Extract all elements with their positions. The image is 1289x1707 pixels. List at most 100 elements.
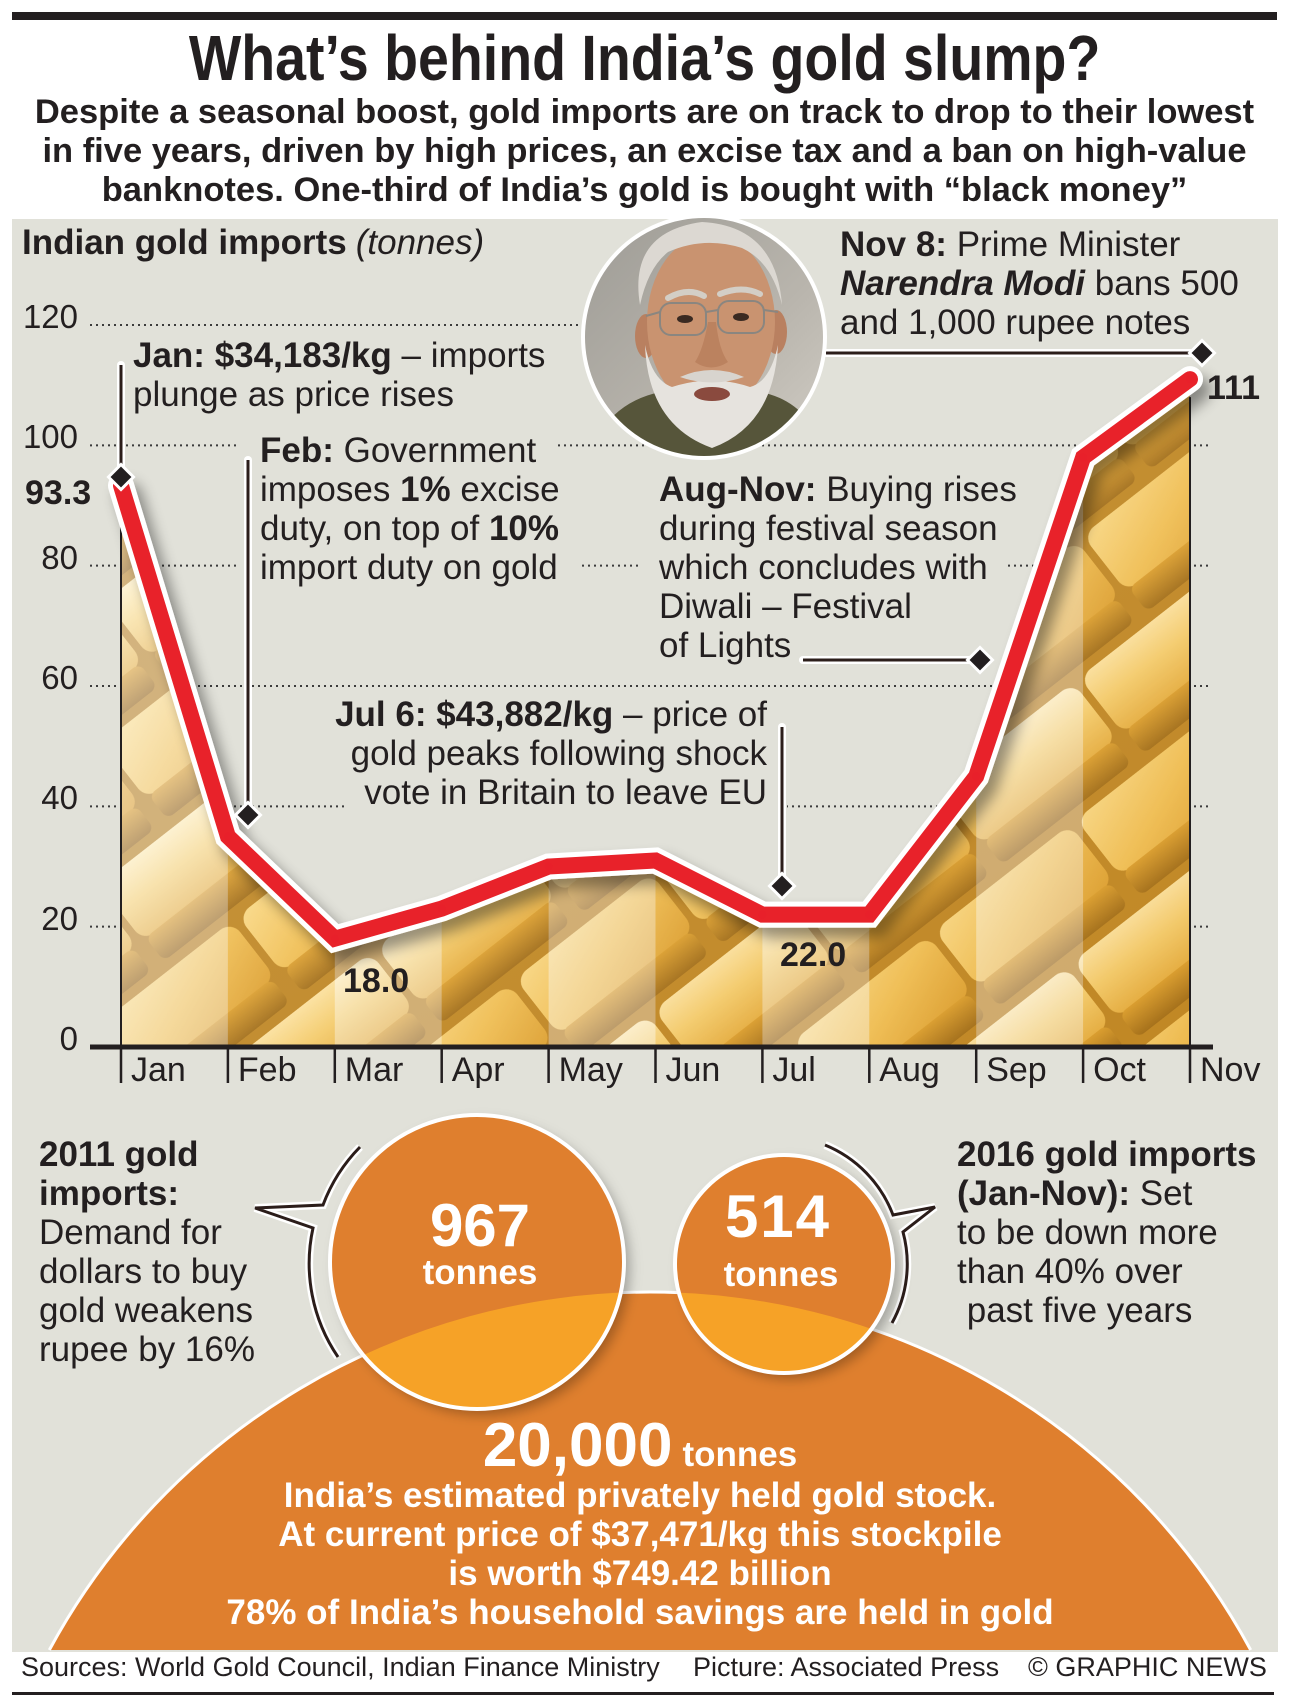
marker-jan (106, 462, 136, 492)
portrait-eyebrow-right (717, 286, 763, 297)
annotation-jan-text-2: plunge as price rises (113, 375, 474, 414)
portrait-eye-left (677, 315, 693, 323)
y-tick-label-120: 120 (22, 298, 78, 335)
month-band-apr (441, 379, 549, 1047)
data-point-jul (758, 910, 767, 919)
annotation-nov-text: Prime Minister (946, 225, 1181, 264)
circle-2011-unit: tonnes (422, 1253, 538, 1292)
data-point-may (544, 862, 553, 871)
chart-heading: Indian gold imports (tonnes) (22, 225, 484, 260)
portrait-border (581, 214, 827, 460)
data-point-jun (651, 856, 660, 865)
annotation-aug-nov: Aug-Nov: Buying rises during festival se… (639, 470, 1037, 665)
data-label-nov: 111 (1207, 369, 1260, 407)
data-label-jul: 22.0 (780, 936, 847, 974)
annotation-aug-nov-text-2: during festival season (639, 509, 1018, 548)
note-2011-line-3: gold weakens (39, 1291, 254, 1330)
annotation-jul-text-3: vote in Britain to leave EU (344, 773, 787, 812)
circle-2016-unit: tonnes (723, 1255, 839, 1294)
note-2011-line-4: rupee by 16% (39, 1330, 255, 1369)
note-2011-title-2: imports: (39, 1174, 179, 1213)
data-label-mar: 18.0 (343, 962, 410, 1000)
data-point-oct (1079, 453, 1088, 462)
footer-picture-credit: Picture: Associated Press (693, 1652, 1000, 1682)
circle-2011-value: 967 (429, 1192, 531, 1259)
note-2011: 2011 gold imports: Demand for dollars to… (39, 1135, 255, 1369)
subtitle-line-2: in five years, driven by high prices, an… (42, 132, 1247, 170)
x-tick-label-mar: Mar (344, 1051, 404, 1089)
portrait-mouth (694, 387, 730, 401)
x-tick-label-feb: Feb (237, 1051, 297, 1089)
data-point-nov (1186, 375, 1194, 384)
subtitle-line-3: banknotes. One-third of India’s gold is … (101, 171, 1188, 209)
stock-line-1: India’s estimated privately held gold st… (283, 1476, 997, 1515)
x-tick-label-may: May (558, 1051, 623, 1089)
portrait-hair (638, 222, 782, 305)
portrait-eyebrow-left (665, 289, 707, 301)
x-tick-label-jul: Jul (772, 1051, 816, 1089)
annotation-feb-text-2b: excise (450, 470, 560, 509)
annotation-feb-label: Feb: (260, 431, 334, 470)
note-2016-title-1: 2016 gold imports (957, 1135, 1257, 1174)
marker-feb (233, 800, 263, 830)
x-tick-label-nov: Nov (1200, 1051, 1261, 1089)
y-tick-label-40: 40 (41, 779, 78, 817)
stock-value: 20,000 (482, 1411, 673, 1480)
data-point-aug (865, 910, 874, 919)
note-2016-title-2-rest: Set (1130, 1174, 1193, 1213)
annotation-nov-label: Nov 8: (840, 225, 947, 264)
footer-copyright: © GRAPHIC NEWS (1028, 1652, 1267, 1682)
annotation-jul-label: Jul 6: $43,882/kg (335, 695, 614, 734)
stock-description: India’s estimated privately held gold st… (0, 1476, 1280, 1632)
annotation-jul-text-2: gold peaks following shock (330, 734, 787, 773)
note-2016-line-2: than 40% over (957, 1252, 1183, 1291)
annotation-feb-text-3a: duty, on top of (260, 509, 489, 548)
portrait-nose (695, 322, 728, 368)
stock-line-4: 78% of India’s household savings are hel… (226, 1593, 1054, 1632)
leader-aug-nov (799, 645, 995, 675)
data-point-mar (330, 934, 339, 943)
footer-sources: Sources: World Gold Council, Indian Fina… (21, 1652, 660, 1682)
callout-2016 (823, 1141, 938, 1325)
month-band-oct (1083, 379, 1190, 1047)
note-2016-title-2: (Jan-Nov): (957, 1174, 1131, 1213)
chart-unit: (tonnes) (355, 223, 485, 262)
portrait-photo (583, 216, 825, 458)
chart-title: Indian gold imports (22, 223, 347, 262)
annotation-jul: Jul 6: $43,882/kg – price of gold peaks … (315, 695, 787, 812)
annotation-jan: Jan: $34,183/kg – imports plunge as pric… (113, 336, 566, 414)
leader-jan (106, 361, 136, 492)
annotation-nov: Nov 8: Prime Minister Narendra Modi bans… (820, 225, 1259, 342)
annotation-nov-text-3: and 1,000 rupee notes (820, 303, 1211, 342)
annotation-feb-excise-rate: 1% (400, 470, 451, 509)
bottom-rule (12, 1692, 1274, 1695)
x-tick-label-oct: Oct (1093, 1051, 1146, 1089)
x-tick-label-sep: Sep (986, 1051, 1047, 1089)
x-tick-label-jun: Jun (665, 1051, 721, 1089)
note-2016-line-3: past five years (957, 1291, 1193, 1330)
annotation-aug-nov-text-5: of Lights (639, 626, 812, 665)
data-point-feb (223, 832, 232, 841)
annotation-aug-nov-text-3: which concludes with (639, 548, 1008, 587)
x-tick-label-apr: Apr (451, 1051, 505, 1089)
portrait-mustache (680, 370, 744, 383)
callout-2011 (253, 1144, 363, 1360)
data-point-sep (972, 772, 981, 781)
page-title: What’s behind India’s gold slump? (188, 22, 1101, 94)
stock-unit: tonnes (682, 1435, 798, 1474)
note-2011-line-2: dollars to buy (39, 1252, 248, 1291)
y-tick-label-60: 60 (41, 659, 78, 696)
circle-2016-value: 514 (724, 1183, 832, 1250)
marker-nov (1187, 338, 1217, 368)
annotation-feb-text-2a: imposes (260, 470, 401, 509)
stock-line-3: is worth $749.42 billion (448, 1554, 832, 1593)
annotation-jan-label: Jan: $34,183/kg (133, 336, 392, 375)
marker-aug-nov (965, 645, 995, 675)
y-tick-label-80: 80 (41, 538, 78, 576)
marker-jul (767, 871, 797, 901)
note-2011-title-1: 2011 gold (39, 1135, 199, 1174)
annotation-jul-text: – price of (613, 695, 767, 734)
annotation-aug-nov-text: Buying rises (816, 470, 1017, 509)
annotation-aug-nov-label: Aug-Nov: (659, 470, 817, 509)
